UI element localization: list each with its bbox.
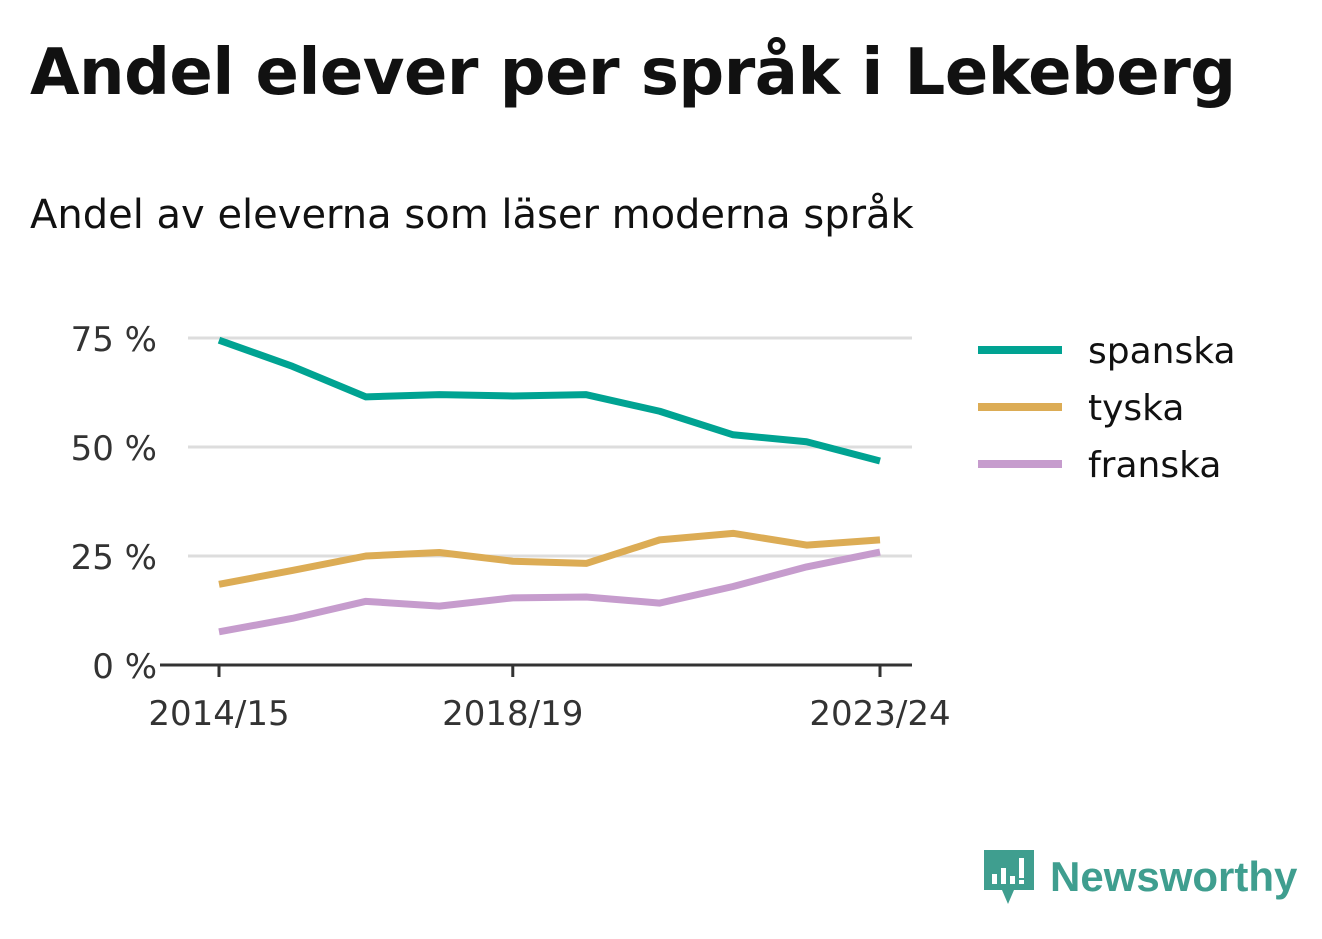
legend: spanska tyska franska	[978, 331, 1236, 486]
axes: 0 % 25 % 50 % 75 % 2014/15 2018/19 2023/24	[71, 320, 951, 734]
y-tick-label: 75 %	[71, 320, 157, 360]
y-tick-label: 0 %	[92, 647, 157, 687]
newsworthy-logo: Newsworthy	[980, 846, 1297, 908]
legend-label-franska: franska	[1088, 445, 1221, 486]
legend-label-spanska: spanska	[1088, 331, 1236, 372]
series-line-tyska	[218, 529, 881, 588]
series-lines	[217, 336, 881, 636]
x-tick-label: 2018/19	[442, 694, 583, 734]
y-tick-label: 50 %	[71, 429, 157, 469]
chart-subtitle: Andel av eleverna som läser moderna språ…	[30, 192, 914, 238]
chart-title: Andel elever per språk i Lekeberg	[30, 36, 1236, 110]
legend-label-tyska: tyska	[1088, 388, 1184, 429]
series-line-spanska	[217, 336, 881, 465]
x-tick-label: 2023/24	[809, 694, 950, 734]
x-tick-label: 2014/15	[148, 694, 289, 734]
grid-lines	[188, 336, 912, 558]
brand-name: Newsworthy	[1050, 853, 1298, 900]
series-line-franska	[218, 548, 881, 636]
newsworthy-icon	[984, 850, 1034, 904]
y-tick-label: 25 %	[71, 538, 157, 578]
